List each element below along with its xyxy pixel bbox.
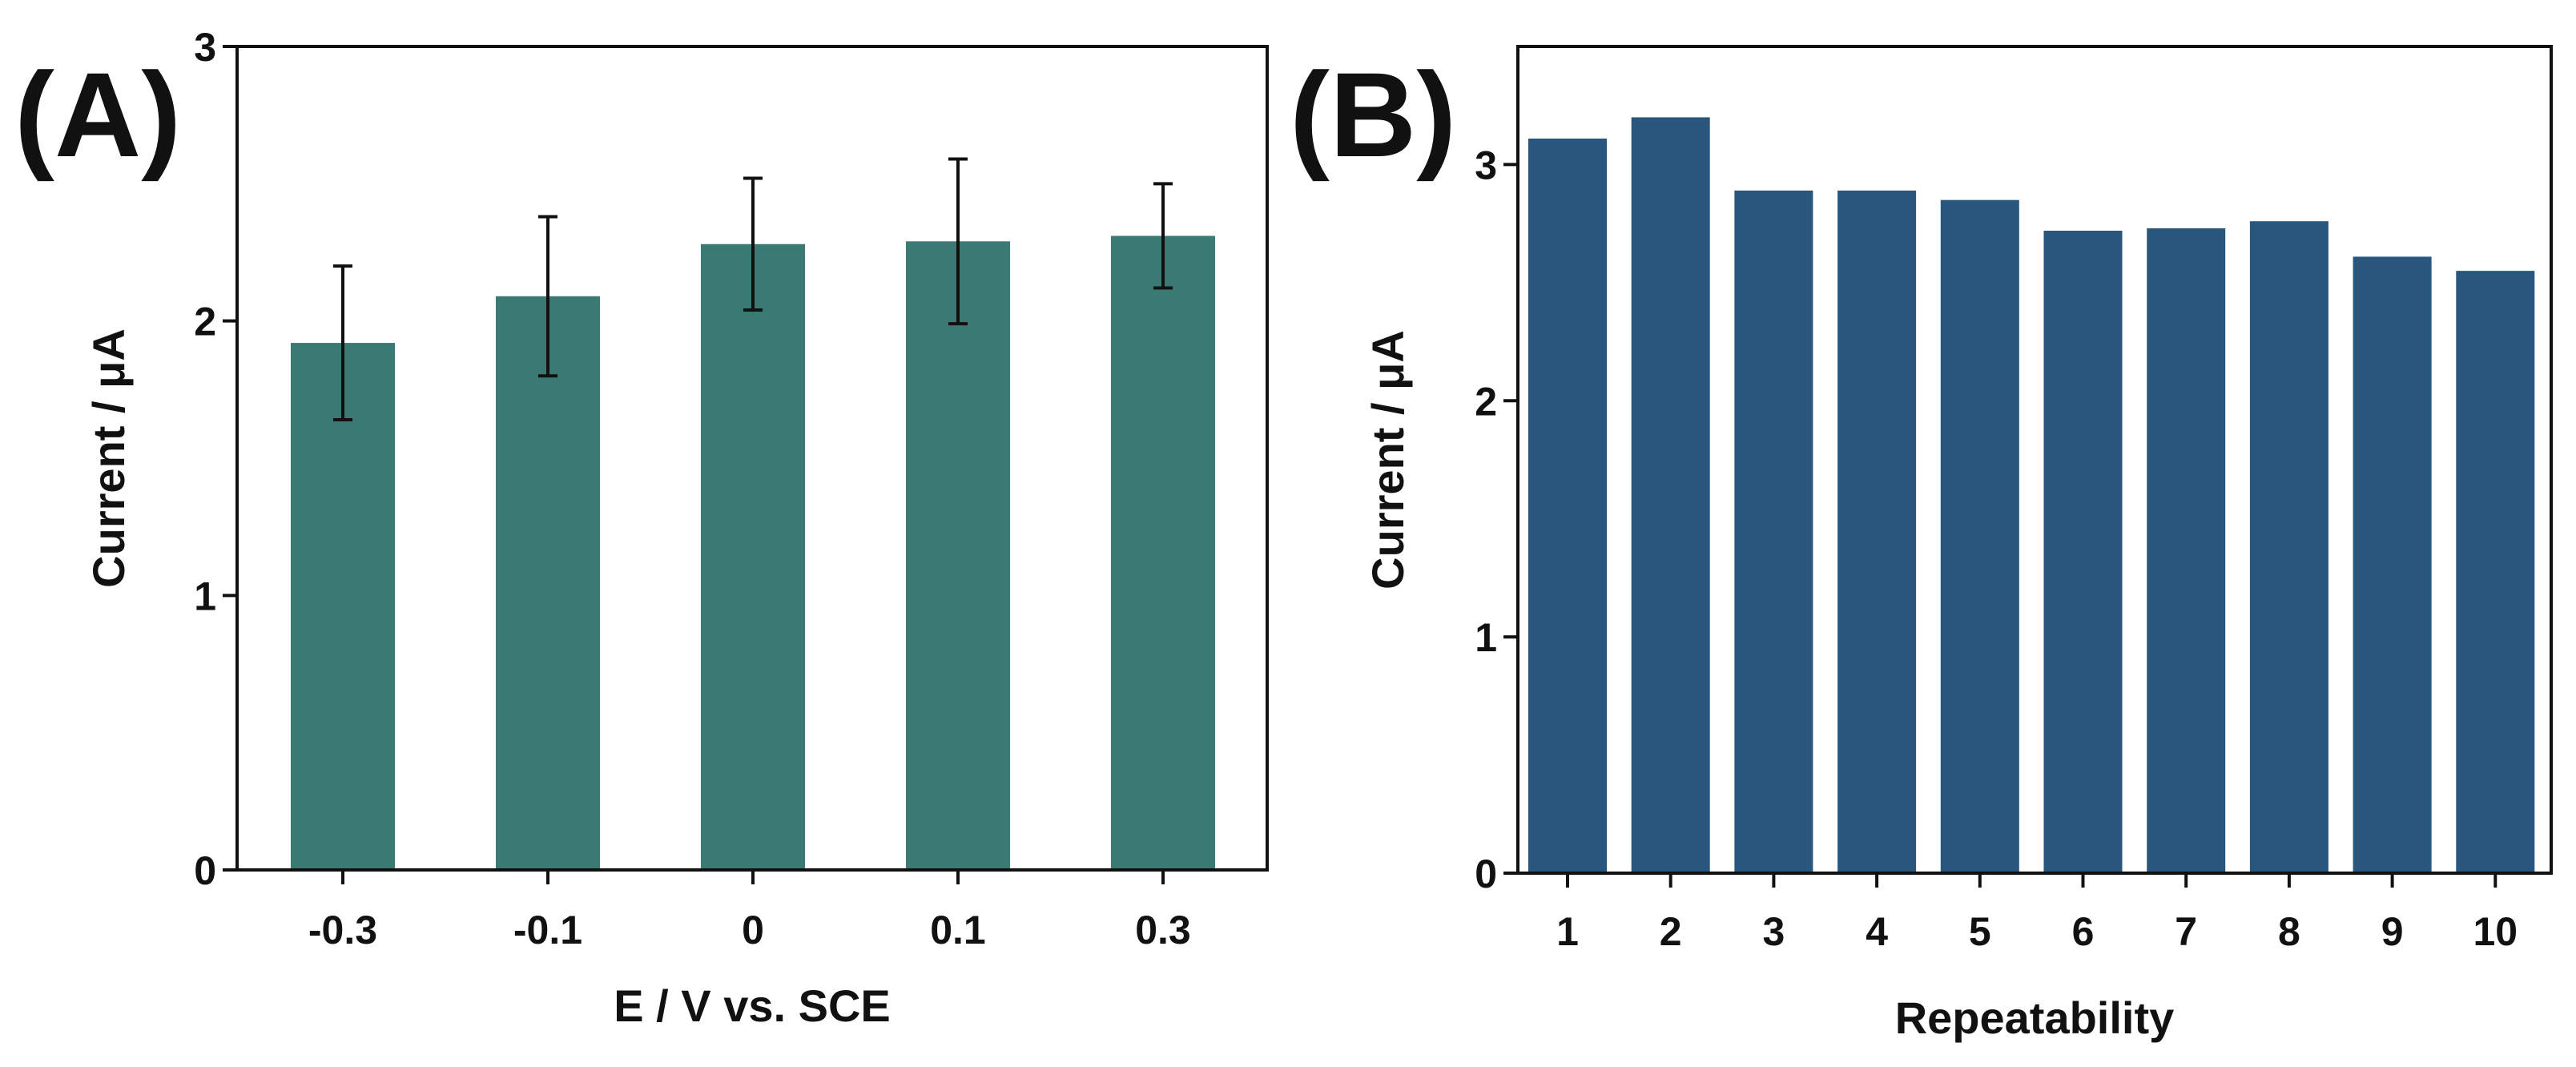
panel-b-x-tick-label-9: 9 xyxy=(2381,909,2404,954)
panel-a-ticks: -0.3 -0.1 0 0.1 0.3 0 1 2 3 xyxy=(194,25,1191,952)
panel-b-bar-6 xyxy=(2043,230,2123,873)
panel-b-bar-9 xyxy=(2353,256,2432,873)
panel-b-x-tick-label-4: 4 xyxy=(1866,909,1888,954)
panel-a-y-tick-label-1: 1 xyxy=(194,574,216,618)
panel-b-y-tick-label-1: 1 xyxy=(1475,615,1497,660)
panel-a-error-bar-3 xyxy=(743,176,763,312)
panel-a-error-bar-5 xyxy=(1153,182,1173,290)
panel-b-x-axis-title: Repeatability xyxy=(1895,993,2175,1043)
panel-b-bar-5 xyxy=(1940,199,2019,873)
panel-a-y-axis-title: Current / μA xyxy=(83,328,134,588)
panel-a-error-bar-1 xyxy=(333,264,352,422)
panel-b-bar-7 xyxy=(2147,228,2226,873)
panel-a-bar-2 xyxy=(496,296,600,870)
panel-a: (A) -0.3 -0.1 0 0.1 0.3 0 1 2 3 E / V vs. SCE Cu… xyxy=(14,25,1269,1031)
panel-b: (B) 1 2 3 4 5 6 7 8 9 10 0 1 2 3 Repeatability Curren… xyxy=(1290,45,2553,1043)
panel-b-y-tick-label-3: 3 xyxy=(1475,143,1497,187)
panel-b-axes-frame xyxy=(1516,45,2553,875)
panel-b-y-tick-label-0: 0 xyxy=(1475,852,1497,896)
panel-b-x-tick-label-5: 5 xyxy=(1969,909,1991,954)
panel-b-bar-10 xyxy=(2456,271,2535,874)
panel-a-x-tick-label-1: -0.3 xyxy=(308,908,377,952)
panel-a-error-bar-2 xyxy=(538,215,557,378)
panel-b-y-tick-label-2: 2 xyxy=(1475,379,1497,424)
panel-a-error-bars xyxy=(333,157,1173,422)
panel-a-x-tick-label-4: 0.1 xyxy=(930,908,986,952)
panel-a-x-tick-label-2: -0.1 xyxy=(513,908,582,952)
panel-a-x-tick-label-5: 0.3 xyxy=(1135,908,1191,952)
panel-b-bar-1 xyxy=(1528,138,1607,874)
panel-b-x-tick-label-7: 7 xyxy=(2175,909,2197,954)
panel-b-bars xyxy=(1528,117,2535,874)
panel-b-x-tick-label-8: 8 xyxy=(2278,909,2300,954)
panel-b-label: (B) xyxy=(1290,47,1456,182)
panel-a-bar-5 xyxy=(1111,236,1215,870)
panel-b-x-tick-label-2: 2 xyxy=(1660,909,1682,954)
panel-b-bar-3 xyxy=(1734,190,1813,873)
panel-b-bar-4 xyxy=(1837,190,1917,873)
panel-a-bar-3 xyxy=(701,244,805,871)
panel-b-x-tick-label-6: 6 xyxy=(2072,909,2095,954)
panel-a-bar-4 xyxy=(906,241,1010,870)
panel-b-bar-8 xyxy=(2249,221,2328,873)
panel-a-y-tick-label-3: 3 xyxy=(194,25,216,70)
panel-a-label: (A) xyxy=(14,47,181,182)
panel-b-ticks: 1 2 3 4 5 6 7 8 9 10 0 1 2 3 xyxy=(1475,143,2518,954)
panel-a-x-tick-label-3: 0 xyxy=(742,908,764,952)
panel-a-bars xyxy=(291,236,1215,871)
panel-a-x-axis-title: E / V vs. SCE xyxy=(614,980,891,1031)
panel-a-y-tick-label-2: 2 xyxy=(194,300,216,344)
panel-a-y-tick-label-0: 0 xyxy=(194,848,216,893)
panel-b-x-tick-label-1: 1 xyxy=(1556,909,1579,954)
panel-a-error-bar-4 xyxy=(948,157,968,326)
panel-b-x-tick-label-10: 10 xyxy=(2473,909,2518,954)
panel-b-bar-2 xyxy=(1631,117,1710,873)
panel-b-x-tick-label-3: 3 xyxy=(1762,909,1785,954)
panel-a-bar-1 xyxy=(291,343,395,871)
panel-b-y-axis-title: Current / μA xyxy=(1362,330,1413,590)
